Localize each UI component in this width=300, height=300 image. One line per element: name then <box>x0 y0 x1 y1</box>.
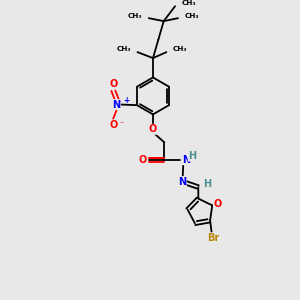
Text: CH₃: CH₃ <box>182 0 196 6</box>
Text: ⁻: ⁻ <box>120 119 124 128</box>
Text: O: O <box>139 155 147 165</box>
Text: CH₃: CH₃ <box>173 46 188 52</box>
Text: O: O <box>149 124 157 134</box>
Text: N: N <box>112 100 120 110</box>
Text: +: + <box>123 96 130 105</box>
Text: O: O <box>214 199 222 209</box>
Text: N: N <box>178 177 186 187</box>
Text: CH₃: CH₃ <box>128 13 142 19</box>
Text: O: O <box>110 79 118 89</box>
Text: O: O <box>110 120 118 130</box>
Text: H: H <box>203 178 211 188</box>
Text: CH₃: CH₃ <box>184 13 199 19</box>
Text: CH₃: CH₃ <box>116 46 131 52</box>
Text: N: N <box>182 155 190 165</box>
Text: Br: Br <box>207 233 219 243</box>
Text: H: H <box>188 151 196 161</box>
